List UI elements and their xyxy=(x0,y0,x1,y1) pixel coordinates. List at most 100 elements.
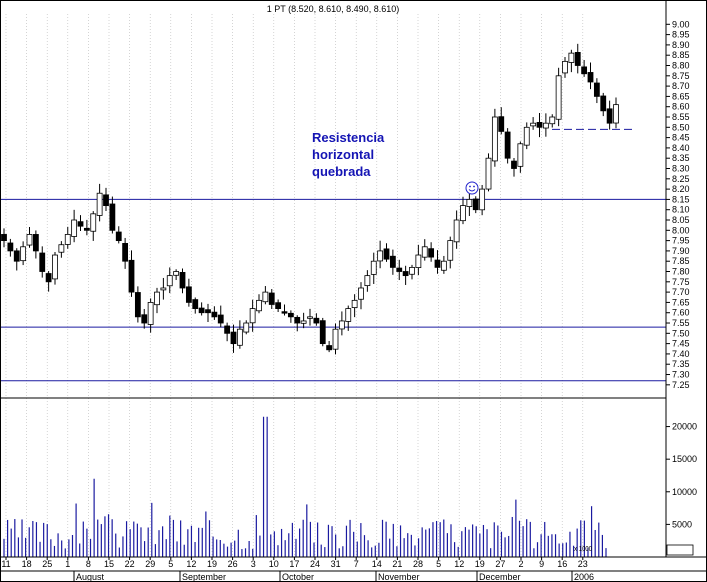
price-tick-label: 8.00 xyxy=(672,225,690,235)
month-label: December xyxy=(479,572,521,582)
day-tick-label: 24 xyxy=(310,559,320,569)
candle-down xyxy=(574,52,581,66)
candle-up xyxy=(409,266,415,275)
candle-up xyxy=(485,157,492,190)
volume-unit-box xyxy=(666,544,694,556)
candle-down xyxy=(185,286,192,303)
day-tick-label: 3 xyxy=(251,559,256,569)
candle-up xyxy=(332,328,339,350)
candle-up xyxy=(466,199,473,207)
candle-up xyxy=(479,188,486,211)
candle-down xyxy=(593,82,600,97)
price-tick-label: 8.80 xyxy=(672,61,690,71)
price-tick-label: 8.65 xyxy=(672,91,690,101)
price-tick-label: 8.05 xyxy=(672,215,690,225)
price-tick-label: 8.85 xyxy=(672,50,690,60)
candle-down xyxy=(192,299,199,309)
candle-down xyxy=(1,234,7,242)
price-tick-label: 8.10 xyxy=(672,205,690,215)
day-tick-label: 19 xyxy=(475,559,485,569)
day-tick-label: 29 xyxy=(145,559,155,569)
candle-up xyxy=(160,287,167,291)
month-label: November xyxy=(378,572,420,582)
candle-down xyxy=(128,259,135,293)
day-tick-label: 21 xyxy=(392,559,402,569)
price-tick-label: 7.90 xyxy=(672,246,690,256)
candle-down xyxy=(281,311,288,314)
candle-down xyxy=(434,259,441,268)
candle-down xyxy=(179,271,186,289)
price-tick-label: 8.90 xyxy=(672,40,690,50)
price-tick-label: 8.50 xyxy=(672,122,690,132)
candle-up xyxy=(338,320,345,330)
day-tick-label: 25 xyxy=(42,559,52,569)
candle-down xyxy=(268,292,275,305)
day-tick-label: 22 xyxy=(125,559,135,569)
candle-up xyxy=(555,75,562,120)
candle-up xyxy=(364,275,371,287)
price-tick-label: 8.35 xyxy=(672,153,690,163)
price-tick-label: 7.60 xyxy=(672,308,690,318)
day-tick-label: 18 xyxy=(22,559,32,569)
candle-down xyxy=(198,307,205,314)
day-tick-label: 27 xyxy=(495,559,505,569)
price-tick-label: 8.75 xyxy=(672,71,690,81)
candle-up xyxy=(236,328,243,346)
candle-down xyxy=(32,234,39,252)
price-tick-label: 8.20 xyxy=(672,184,690,194)
horizontal-reference-lines xyxy=(0,128,666,382)
candle-down xyxy=(511,160,517,169)
day-tick-label: 26 xyxy=(228,559,238,569)
candle-up xyxy=(20,246,27,262)
candle-up xyxy=(491,116,498,162)
candle-down xyxy=(109,203,116,231)
candle-down xyxy=(606,108,613,124)
candle-up xyxy=(351,299,358,308)
day-tick-label: 5 xyxy=(436,559,441,569)
candle-up xyxy=(345,308,352,322)
volume-tick-label: 10000 xyxy=(672,487,697,497)
candle-up xyxy=(52,254,58,280)
candle-down xyxy=(7,242,14,252)
candle-down xyxy=(581,66,588,75)
candle-down xyxy=(389,255,396,268)
day-tick-label: 1 xyxy=(65,559,70,569)
day-tick-label: 8 xyxy=(86,559,91,569)
price-tick-label: 8.15 xyxy=(672,194,690,204)
month-label: August xyxy=(76,572,105,582)
volume-bars xyxy=(3,416,607,557)
candle-down xyxy=(600,95,607,112)
price-tick-label: 8.45 xyxy=(672,133,690,143)
candle-down xyxy=(83,227,90,231)
day-tick-label: 5 xyxy=(168,559,173,569)
candle-down xyxy=(230,331,237,345)
candle-up xyxy=(307,316,313,319)
candle-down xyxy=(224,325,231,334)
candle-up xyxy=(26,234,33,246)
candle-up xyxy=(64,234,71,245)
price-tick-label: 7.80 xyxy=(672,267,690,277)
candle-down xyxy=(287,312,294,318)
day-tick-label: 12 xyxy=(454,559,464,569)
price-tick-label: 8.30 xyxy=(672,164,690,174)
candle-up xyxy=(243,322,250,333)
candle-up xyxy=(173,271,180,276)
volume-unit-label: x 1000 xyxy=(574,546,592,554)
candle-down xyxy=(383,248,390,260)
candle-down xyxy=(319,320,326,345)
candle-down xyxy=(39,252,46,272)
day-tick-label: 16 xyxy=(557,559,567,569)
candle-down xyxy=(77,221,84,227)
candle-up xyxy=(300,320,307,324)
price-tick-label: 9.00 xyxy=(672,19,690,29)
candle-down xyxy=(587,72,594,83)
price-tick-label: 8.95 xyxy=(672,30,690,40)
candle-up xyxy=(370,260,377,275)
candle-down xyxy=(275,302,282,309)
x-axis-month-labels: August September October November December 20… xyxy=(73,571,594,582)
price-tick-label: 7.70 xyxy=(672,287,690,297)
candle-up xyxy=(421,246,428,258)
day-tick-label: 14 xyxy=(372,559,382,569)
candle-down xyxy=(396,267,403,272)
